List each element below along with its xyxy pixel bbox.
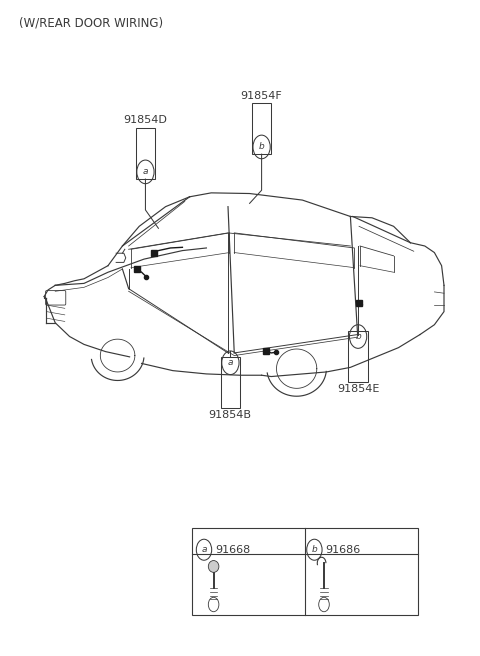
Text: b: b bbox=[259, 142, 264, 152]
Text: (W/REAR DOOR WIRING): (W/REAR DOOR WIRING) bbox=[19, 16, 163, 30]
Text: a: a bbox=[143, 167, 148, 176]
Bar bbox=[136, 128, 155, 179]
Ellipse shape bbox=[208, 560, 219, 572]
Text: b: b bbox=[312, 545, 317, 554]
Text: b: b bbox=[355, 332, 361, 341]
Text: a: a bbox=[201, 545, 207, 554]
Text: 91854E: 91854E bbox=[337, 384, 379, 394]
Text: a: a bbox=[228, 358, 233, 367]
Bar bbox=[192, 528, 418, 615]
Text: 91854F: 91854F bbox=[241, 91, 282, 101]
Bar bbox=[348, 331, 368, 382]
Bar bbox=[252, 103, 271, 154]
Bar bbox=[221, 357, 240, 408]
Text: 91854B: 91854B bbox=[208, 410, 252, 420]
Text: 91668: 91668 bbox=[215, 544, 250, 555]
Text: 91686: 91686 bbox=[325, 544, 360, 555]
Text: 91854D: 91854D bbox=[123, 115, 167, 125]
